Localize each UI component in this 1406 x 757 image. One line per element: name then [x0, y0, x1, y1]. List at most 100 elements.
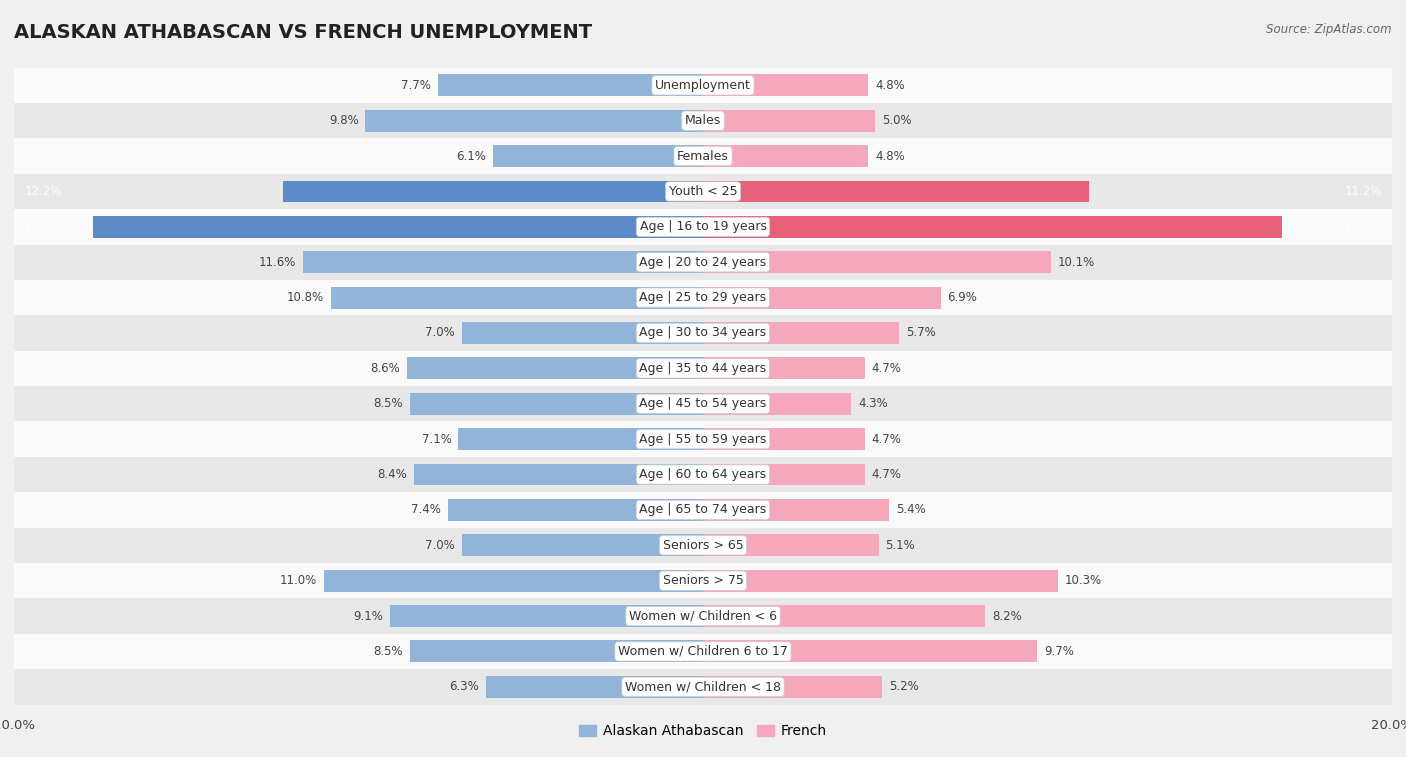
Bar [14, 139, 1392, 174]
Text: 6.1%: 6.1% [456, 150, 486, 163]
Text: 5.1%: 5.1% [886, 539, 915, 552]
Text: 16.8%: 16.8% [1344, 220, 1382, 233]
Text: 4.7%: 4.7% [872, 468, 901, 481]
Bar [703, 251, 1050, 273]
Text: 5.7%: 5.7% [907, 326, 936, 339]
Text: 9.1%: 9.1% [353, 609, 382, 622]
Text: 7.0%: 7.0% [425, 326, 456, 339]
Text: 4.8%: 4.8% [875, 150, 905, 163]
Bar [411, 393, 703, 415]
Bar [703, 322, 900, 344]
Bar [703, 428, 865, 450]
Text: 4.3%: 4.3% [858, 397, 887, 410]
Text: Age | 30 to 34 years: Age | 30 to 34 years [640, 326, 766, 339]
Text: Age | 55 to 59 years: Age | 55 to 59 years [640, 433, 766, 446]
Text: Age | 65 to 74 years: Age | 65 to 74 years [640, 503, 766, 516]
Text: Women w/ Children < 18: Women w/ Children < 18 [626, 681, 780, 693]
Text: 8.5%: 8.5% [374, 645, 404, 658]
Text: 11.6%: 11.6% [259, 256, 297, 269]
Bar [486, 676, 703, 698]
Bar [413, 463, 703, 485]
Bar [14, 456, 1392, 492]
Text: 4.7%: 4.7% [872, 433, 901, 446]
Text: 9.7%: 9.7% [1045, 645, 1074, 658]
Bar [406, 357, 703, 379]
Text: 11.0%: 11.0% [280, 574, 318, 587]
Text: 10.8%: 10.8% [287, 291, 323, 304]
Text: 8.4%: 8.4% [377, 468, 406, 481]
Bar [458, 428, 703, 450]
Text: 8.2%: 8.2% [993, 609, 1022, 622]
Bar [703, 110, 875, 132]
Text: 7.0%: 7.0% [425, 539, 456, 552]
Text: 8.6%: 8.6% [370, 362, 399, 375]
Text: 5.2%: 5.2% [889, 681, 918, 693]
Bar [703, 605, 986, 627]
Bar [14, 634, 1392, 669]
Bar [703, 357, 865, 379]
Bar [703, 534, 879, 556]
Text: 17.7%: 17.7% [24, 220, 62, 233]
Text: 5.4%: 5.4% [896, 503, 925, 516]
Bar [14, 563, 1392, 598]
Bar [461, 322, 703, 344]
Text: 8.5%: 8.5% [374, 397, 404, 410]
Text: 6.3%: 6.3% [450, 681, 479, 693]
Bar [304, 251, 703, 273]
Bar [93, 216, 703, 238]
Bar [703, 145, 869, 167]
Bar [283, 180, 703, 202]
Bar [703, 393, 851, 415]
Text: Age | 60 to 64 years: Age | 60 to 64 years [640, 468, 766, 481]
Text: Males: Males [685, 114, 721, 127]
Bar [449, 499, 703, 521]
Text: Source: ZipAtlas.com: Source: ZipAtlas.com [1267, 23, 1392, 36]
Bar [703, 570, 1057, 592]
Bar [14, 209, 1392, 245]
Text: Seniors > 75: Seniors > 75 [662, 574, 744, 587]
Bar [703, 676, 882, 698]
Bar [411, 640, 703, 662]
Text: 7.4%: 7.4% [412, 503, 441, 516]
Bar [366, 110, 703, 132]
Bar [14, 528, 1392, 563]
Text: Age | 45 to 54 years: Age | 45 to 54 years [640, 397, 766, 410]
Text: Youth < 25: Youth < 25 [669, 185, 737, 198]
Bar [703, 640, 1038, 662]
Bar [14, 386, 1392, 422]
Text: 4.8%: 4.8% [875, 79, 905, 92]
Bar [14, 598, 1392, 634]
Bar [703, 287, 941, 309]
Bar [14, 669, 1392, 705]
Bar [14, 174, 1392, 209]
Bar [703, 180, 1088, 202]
Bar [14, 67, 1392, 103]
Bar [461, 534, 703, 556]
Text: Seniors > 65: Seniors > 65 [662, 539, 744, 552]
Bar [703, 499, 889, 521]
Bar [14, 492, 1392, 528]
Text: Age | 35 to 44 years: Age | 35 to 44 years [640, 362, 766, 375]
Text: Age | 16 to 19 years: Age | 16 to 19 years [640, 220, 766, 233]
Bar [437, 74, 703, 96]
Text: 11.2%: 11.2% [1344, 185, 1382, 198]
Bar [14, 350, 1392, 386]
Text: Females: Females [678, 150, 728, 163]
Bar [14, 245, 1392, 280]
Text: 4.7%: 4.7% [872, 362, 901, 375]
Text: 6.9%: 6.9% [948, 291, 977, 304]
Text: ALASKAN ATHABASCAN VS FRENCH UNEMPLOYMENT: ALASKAN ATHABASCAN VS FRENCH UNEMPLOYMEN… [14, 23, 592, 42]
Text: Age | 20 to 24 years: Age | 20 to 24 years [640, 256, 766, 269]
Text: 7.7%: 7.7% [401, 79, 430, 92]
Bar [323, 570, 703, 592]
Bar [703, 216, 1282, 238]
Legend: Alaskan Athabascan, French: Alaskan Athabascan, French [574, 718, 832, 743]
Bar [389, 605, 703, 627]
Text: 9.8%: 9.8% [329, 114, 359, 127]
Text: 10.3%: 10.3% [1064, 574, 1102, 587]
Bar [14, 280, 1392, 316]
Text: Unemployment: Unemployment [655, 79, 751, 92]
Text: 7.1%: 7.1% [422, 433, 451, 446]
Text: Age | 25 to 29 years: Age | 25 to 29 years [640, 291, 766, 304]
Text: 5.0%: 5.0% [882, 114, 911, 127]
